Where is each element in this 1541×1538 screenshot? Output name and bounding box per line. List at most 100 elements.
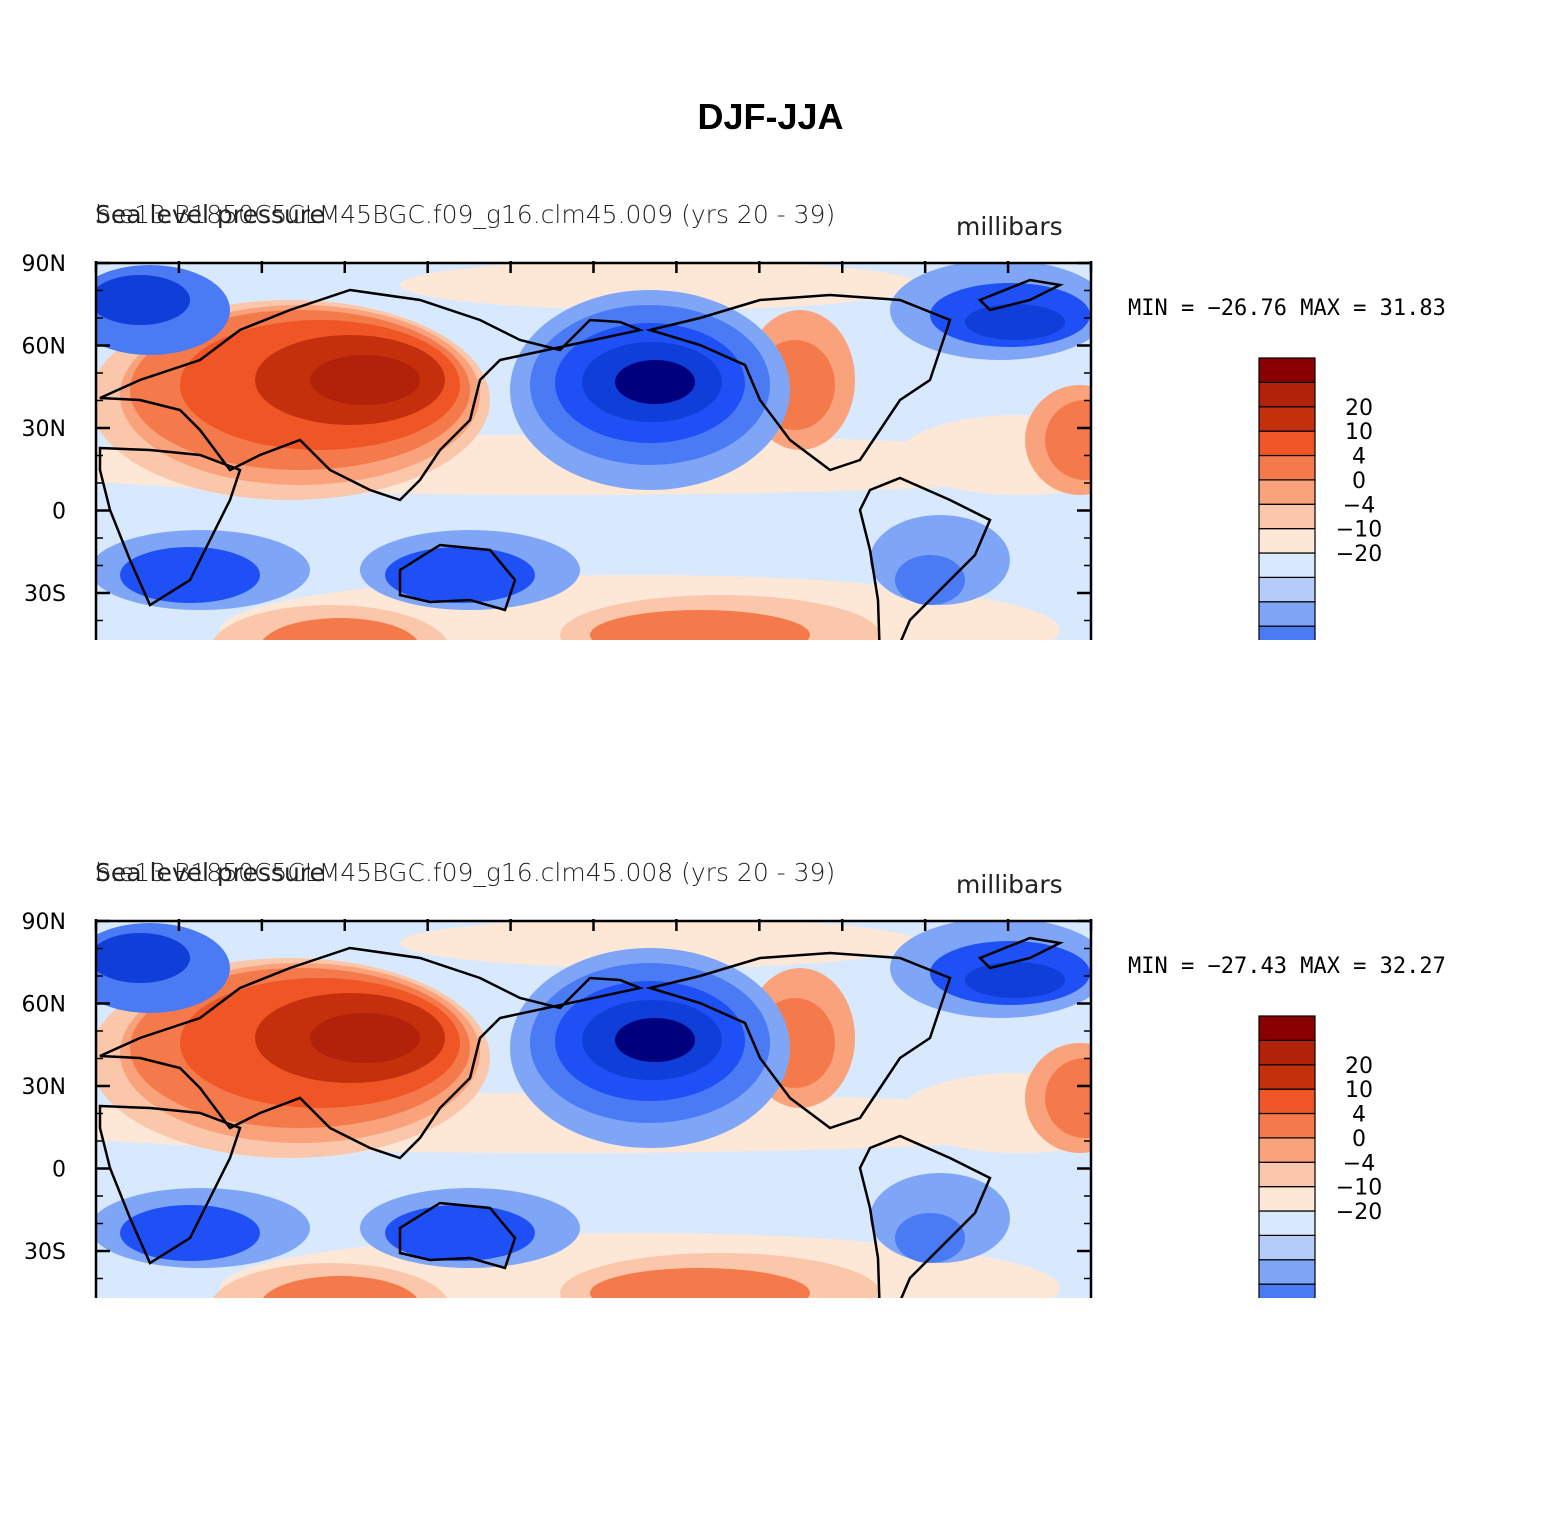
colorbar-swatch	[1258, 576, 1316, 603]
samerica-low	[895, 1213, 965, 1263]
colorbar-swatch	[1258, 625, 1316, 640]
asia-high-core	[310, 1013, 420, 1063]
colorbar-swatch	[1258, 406, 1316, 432]
samerica-low	[895, 555, 965, 605]
sio-high	[262, 618, 418, 640]
panel-case-title: b.e13.B1850C5CLM45BGC.f09_g16.clm45.009 …	[95, 200, 836, 229]
max-value: MAX = 31.83	[1286, 296, 1446, 321]
atlantic-high	[1045, 1058, 1091, 1138]
europe-low-core	[96, 275, 190, 325]
colorbar-label: 20	[1345, 396, 1373, 421]
colorbar-swatch	[1258, 454, 1316, 481]
colorbar-swatch	[1258, 1137, 1316, 1163]
colorbar-swatch	[1258, 381, 1316, 408]
africa-low	[120, 1205, 260, 1261]
coastline-segment	[99, 288, 645, 502]
australia-low	[385, 1205, 535, 1261]
atlantic-positive	[900, 1073, 1091, 1153]
lat-tick-label: 60N	[22, 993, 66, 1018]
lat-tick-label: 30S	[24, 582, 66, 607]
colorbar-swatch	[1258, 528, 1316, 554]
colorbar-swatch	[1258, 357, 1316, 383]
colorbar-label: 20	[1345, 1054, 1373, 1079]
coastline-segment	[645, 951, 952, 1130]
colorbar-label: −20	[1336, 542, 1382, 567]
map-figure: 90N60N30N030S60S90S030E60E90E120E150E180…	[22, 252, 1382, 640]
sio-high	[262, 1276, 418, 1298]
coastline-segment	[858, 476, 992, 640]
panel-units: millibars	[956, 870, 1063, 899]
spac-high	[590, 1268, 810, 1298]
min-max-readout: MIN = −27.43 MAX = 32.27	[1128, 954, 1446, 979]
panel-variable-title: Sea level pressure	[95, 200, 325, 229]
lat-tick-label: 30N	[22, 417, 66, 442]
icelandic-low-3	[965, 304, 1065, 340]
lat-tick-label: 0	[52, 1158, 66, 1183]
spac-high	[590, 610, 810, 640]
coastlines	[98, 278, 1064, 640]
pressure-field	[96, 921, 1091, 1298]
lat-tick-label: 60N	[22, 335, 66, 360]
colorbar-label: 4	[1352, 1103, 1366, 1128]
colorbar-swatch	[1258, 479, 1316, 505]
colorbar-label: −10	[1336, 518, 1382, 543]
colorbar-swatch	[1258, 430, 1316, 457]
colorbar-swatch	[1258, 1088, 1316, 1115]
coastline-segment	[858, 1134, 992, 1298]
colorbar-label: −4	[1343, 1151, 1375, 1176]
lat-tick-label: 90N	[22, 252, 66, 277]
colorbar-label: −10	[1336, 1176, 1382, 1201]
colorbar-label: 4	[1352, 445, 1366, 470]
colorbar-label: 10	[1345, 420, 1373, 445]
coastline-segment	[98, 446, 242, 607]
australia-low	[385, 547, 535, 603]
panel-case-title: b.e13.B1850C5CLM45BGC.f09_g16.clm45.008 …	[95, 858, 836, 887]
colorbar-swatch	[1258, 1234, 1316, 1261]
colorbar-label: 0	[1352, 469, 1366, 494]
pressure-field	[96, 263, 1091, 640]
colorbar-swatch	[1258, 503, 1316, 530]
coastline-segment	[398, 1201, 517, 1270]
aleutian-low-core	[615, 360, 695, 404]
africa-low	[120, 547, 260, 603]
map-panel-1: Sea level pressure b.e13.B1850C5CLM45BGC.…	[0, 0, 1541, 640]
europe-low-core	[96, 933, 190, 983]
coastline-segment	[98, 1104, 242, 1265]
colorbar-swatch	[1258, 1186, 1316, 1212]
colorbar-swatch	[1258, 1039, 1316, 1066]
coastlines	[98, 936, 1064, 1298]
lat-tick-label: 0	[52, 500, 66, 525]
colorbar-label: −4	[1343, 493, 1375, 518]
coastline-segment	[977, 278, 1064, 312]
figure-title: DJF-JJA	[697, 96, 844, 137]
colorbar-swatch	[1258, 1161, 1316, 1188]
colorbar-swatch	[1258, 1112, 1316, 1139]
colorbar-swatch	[1258, 1259, 1316, 1285]
colorbar-label: 10	[1345, 1078, 1373, 1103]
max-value: MAX = 32.27	[1286, 954, 1446, 979]
aleutian-low-core	[615, 1018, 695, 1062]
coastline-segment	[99, 946, 645, 1160]
colorbar-swatch	[1258, 1064, 1316, 1090]
icelandic-low-3	[965, 962, 1065, 998]
atlantic-high	[1045, 400, 1091, 480]
colorbar-swatch	[1258, 1283, 1316, 1298]
atlantic-positive	[900, 415, 1091, 495]
coastline-segment	[977, 936, 1064, 970]
colorbar-swatch	[1258, 601, 1316, 627]
coastline-segment	[645, 293, 952, 472]
colorbar-swatch	[1258, 552, 1316, 578]
colorbar-swatch	[1258, 1210, 1316, 1236]
lat-tick-label: 90N	[22, 910, 66, 935]
map-panel-2: Sea level pressure b.e13.B1850C5CLM45BGC.…	[0, 658, 1541, 1298]
min-value: MIN = −26.76	[1128, 296, 1287, 321]
panel-variable-title: Sea level pressure	[95, 858, 325, 887]
min-value: MIN = −27.43	[1128, 954, 1287, 979]
panel-units: millibars	[956, 212, 1063, 241]
lat-tick-label: 30N	[22, 1075, 66, 1100]
min-max-readout: MIN = −26.76 MAX = 31.83	[1128, 296, 1446, 321]
lat-tick-label: 30S	[24, 1240, 66, 1265]
coastline-segment	[398, 543, 517, 612]
